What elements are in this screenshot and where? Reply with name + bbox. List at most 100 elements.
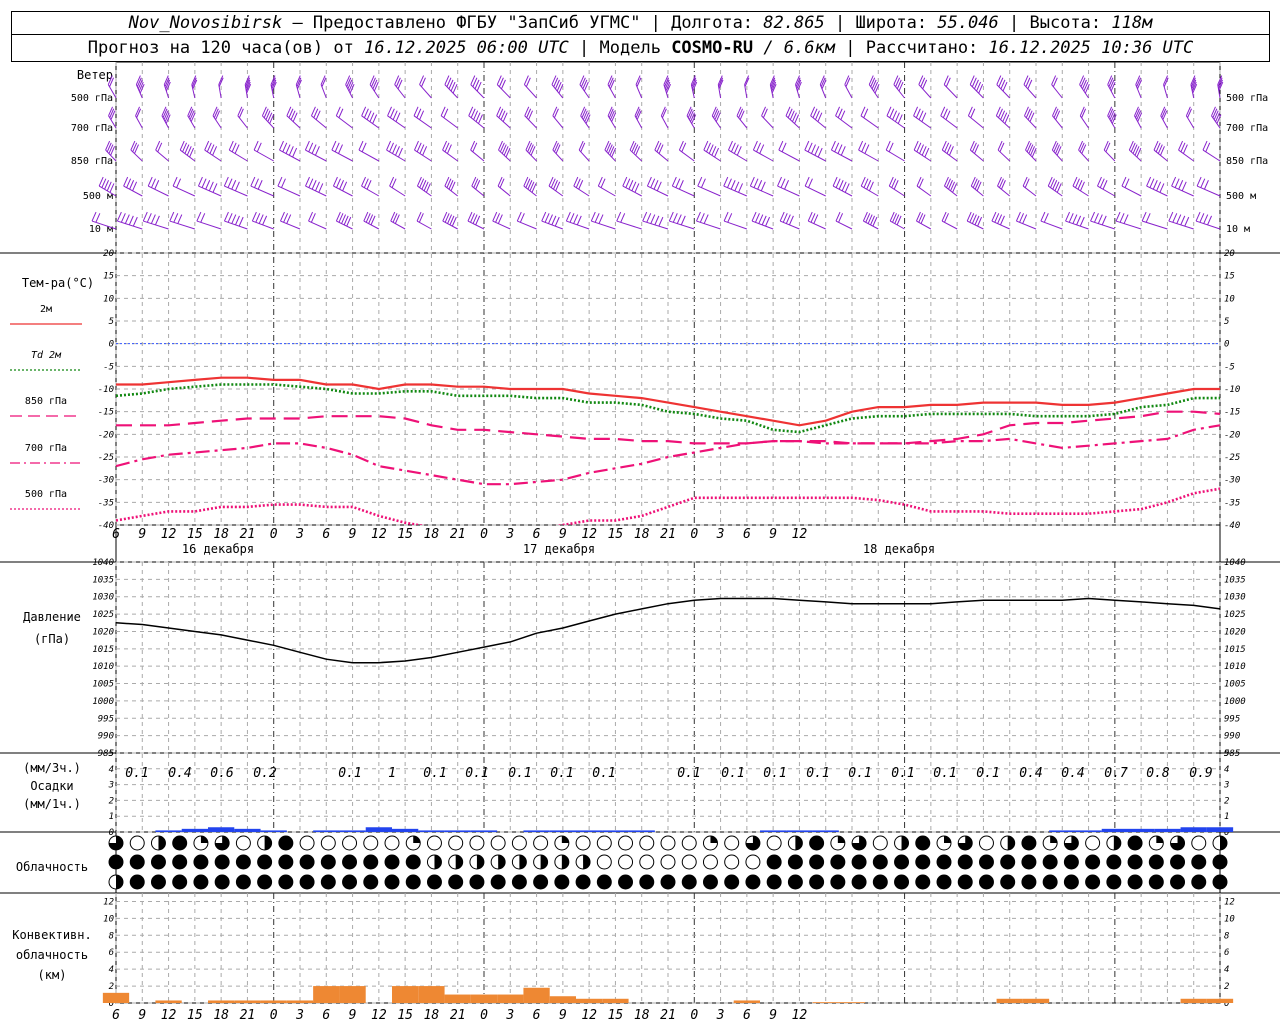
wind-barb — [523, 75, 537, 99]
wind-barb-feather — [585, 114, 591, 124]
wind-barb-shaft — [832, 185, 853, 197]
wind-barb-feather — [752, 140, 758, 151]
wind-barb-feather — [1136, 110, 1142, 120]
wind-barb-shaft — [886, 115, 905, 129]
wind-barb-feather — [1079, 142, 1085, 153]
wind-barb — [819, 75, 827, 99]
wind-barb-shaft — [1146, 185, 1168, 197]
wind-barb-feather — [1157, 144, 1163, 154]
wind-barb — [642, 211, 669, 230]
wind-barb — [135, 106, 143, 129]
lon-label: Долгота: — [671, 13, 754, 33]
cloud-cover-symbol — [1085, 835, 1101, 851]
wind-barb — [516, 211, 537, 230]
wind-barb-feather — [791, 112, 797, 122]
temp-legend-label: 700 гПа — [25, 443, 67, 454]
wind-barb-feather — [1123, 214, 1129, 224]
wind-barb-feather — [723, 176, 729, 187]
cloud-cover-fill — [1170, 875, 1185, 889]
wind-barb-feather — [1137, 112, 1143, 122]
wind-barb-feather — [422, 146, 428, 156]
time-axis-hour-label: 3 — [295, 527, 304, 542]
wind-barb-feather — [761, 215, 767, 226]
wind-barb-feather — [1076, 215, 1082, 226]
wind-barb-feather — [1056, 146, 1062, 156]
wind-barb-shaft — [996, 115, 1011, 129]
wind-barb-shaft — [679, 149, 695, 162]
wind-barb-shaft — [311, 115, 327, 129]
wind-barb-feather — [444, 142, 450, 153]
wind-barb-feather — [952, 183, 958, 193]
wind-barb-feather — [1053, 108, 1059, 118]
cloud-cover-symbol — [978, 835, 994, 851]
wind-barb-feather — [870, 215, 875, 226]
conv-bar — [339, 986, 366, 1003]
wind-barb-feather — [819, 75, 825, 85]
wind-barb-feather — [807, 142, 813, 153]
cloud-cover-fill — [264, 836, 272, 850]
wind-barb-feather — [110, 110, 116, 120]
conv-tick-left: 4 — [109, 965, 114, 975]
wind-barb — [696, 211, 721, 230]
wind-barb-feather — [691, 77, 697, 87]
wind-barb-feather — [523, 176, 529, 187]
cloud-cover-fill — [215, 875, 230, 889]
wind-barb-feather — [421, 180, 427, 190]
wind-barb-feather — [634, 106, 640, 116]
wind-barb-feather — [1081, 144, 1087, 154]
wind-barb-feather — [370, 215, 376, 226]
wind-barb-shaft — [467, 220, 485, 230]
wind-barb-shaft — [769, 84, 774, 99]
cloud-cover-symbol — [596, 854, 612, 870]
wind-barb-feather — [475, 180, 481, 190]
wind-barb-feather — [1052, 180, 1058, 190]
wind-barb-shaft — [389, 185, 406, 197]
wind-barb-feather — [631, 181, 637, 192]
wind-barb — [525, 140, 537, 162]
cloud-cover-symbol — [426, 835, 442, 851]
cloud-cover-fill — [795, 836, 803, 850]
wind-barb-feather — [1207, 215, 1213, 226]
wind-barb-feather — [372, 79, 378, 90]
wind-barb-feather — [604, 140, 610, 151]
wind-barb-shaft — [237, 115, 248, 129]
wind-barb-feather — [348, 81, 354, 92]
wind-barb — [573, 176, 590, 197]
wind-level-label-left: 10 м — [89, 224, 113, 235]
wind-level-label-left: 700 гПа — [71, 123, 113, 134]
wind-barb — [913, 106, 932, 129]
wind-barb-feather — [444, 213, 450, 223]
wind-barb-shaft — [804, 149, 826, 162]
wind-barb-feather — [1162, 110, 1168, 120]
cloud-cover-symbol — [342, 835, 358, 851]
wind-barb-feather — [770, 79, 776, 90]
cloud-cover-fill — [1170, 836, 1185, 850]
wind-barb-feather — [318, 183, 324, 193]
wind-barb-shaft — [496, 84, 511, 99]
wind-barb-shaft — [1190, 84, 1195, 99]
cloud-cover-symbol — [511, 835, 527, 851]
wind-barb-feather — [754, 213, 760, 223]
cloud-cover-fill — [406, 875, 421, 889]
wind-barb — [752, 140, 774, 162]
wind-barb-feather — [681, 142, 687, 153]
wind-barb-shaft — [1153, 149, 1168, 162]
wind-barb — [622, 176, 642, 197]
wind-barb — [1079, 106, 1089, 129]
wind-barb-feather — [128, 215, 134, 226]
cloud-cover-fill — [413, 836, 421, 843]
pressure-line — [115, 597, 1221, 664]
wind-barb-feather — [590, 211, 596, 222]
wind-barb-feather — [397, 79, 403, 90]
wind-barb-feather — [782, 213, 788, 223]
wind-barb-feather — [868, 75, 874, 85]
wind-barb-feather — [503, 146, 509, 156]
wind-barb — [970, 176, 984, 197]
wind-barb-shaft — [386, 149, 406, 162]
cloud-cover-fill — [158, 835, 166, 850]
cloud-panel-title: Облачность — [16, 860, 88, 874]
wind-barb-feather — [692, 81, 698, 92]
wind-barb-shaft — [320, 84, 327, 99]
wind-barb-feather — [552, 106, 558, 116]
wind-barb-feather — [771, 81, 777, 92]
